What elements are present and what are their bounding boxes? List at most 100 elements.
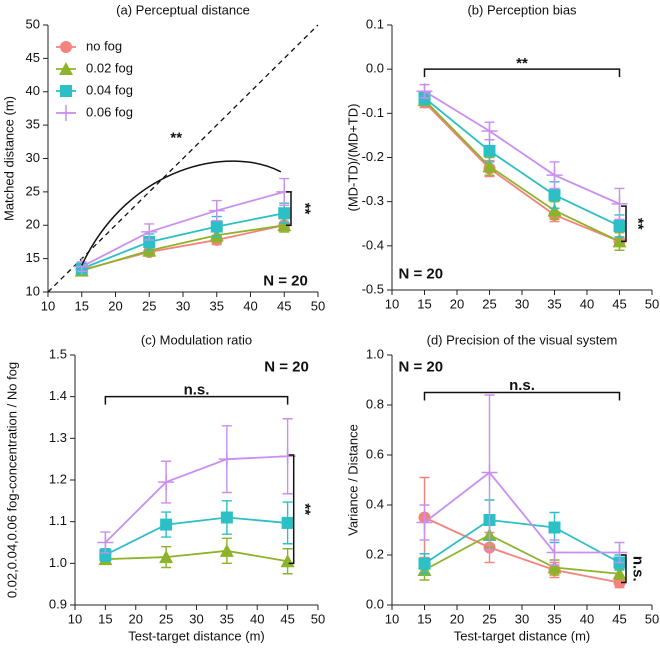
y-tick-label: 0.9 (49, 596, 67, 611)
y-tick-label: 0.8 (366, 396, 384, 411)
y-tick-label: 0.2 (366, 546, 384, 561)
x-tick-label: 40 (250, 611, 264, 626)
panel-title: (b) Perception bias (467, 2, 577, 17)
x-tick-label: 45 (277, 298, 291, 313)
marker (483, 144, 496, 157)
series-line (81, 224, 285, 271)
panel: (d) Precision of the visual system 10 15 20… (345, 332, 659, 643)
y-tick-label: 1.3 (49, 430, 67, 445)
legend-label: 0.02 fog (86, 60, 133, 75)
marker (548, 521, 561, 534)
x-tick-label: 10 (41, 298, 55, 313)
x-tick-label: 30 (515, 296, 529, 311)
legend-label: no fog (86, 38, 122, 53)
marker (481, 123, 498, 139)
series-line (105, 549, 288, 563)
y-tick-label: 1.0 (49, 555, 67, 570)
x-tick-label: 30 (176, 298, 190, 313)
series-line (81, 224, 285, 272)
marker (612, 234, 627, 248)
bracket (286, 191, 292, 226)
marker (546, 544, 563, 561)
y-tick-label: 35 (26, 117, 40, 132)
marker (143, 235, 156, 248)
marker (281, 516, 294, 529)
marker (160, 518, 173, 531)
x-tick-label: 45 (612, 296, 626, 311)
marker (546, 167, 563, 184)
y-tick-label: -0.1 (362, 105, 384, 120)
y-tick-label: 1.4 (49, 388, 67, 403)
x-tick-label: 35 (547, 611, 561, 626)
panel-title: (c) Modulation ratio (141, 332, 252, 347)
x-tick-label: 40 (580, 611, 594, 626)
marker (547, 203, 562, 217)
y-tick-label: 30 (26, 150, 40, 165)
marker (99, 549, 112, 561)
annotation: N = 20 (263, 272, 308, 289)
marker (482, 159, 497, 173)
y-tick-label: 1.2 (49, 471, 67, 486)
x-tick-label: 10 (385, 296, 399, 311)
x-tick-label: 25 (142, 298, 156, 313)
marker (481, 464, 498, 481)
y-tick-label: 0.4 (366, 496, 384, 511)
annotation: n.s. (509, 377, 535, 394)
x-tick-label: 40 (580, 296, 594, 311)
series-line (424, 516, 620, 584)
x-tick-label: 15 (75, 298, 89, 313)
x-tick-label: 45 (280, 611, 294, 626)
y-tick-label: 20 (26, 217, 40, 232)
series-line (423, 101, 620, 243)
x-tick-label: 50 (311, 298, 325, 313)
bracket (423, 68, 621, 78)
marker (219, 543, 234, 557)
marker (277, 218, 292, 232)
marker (97, 534, 114, 551)
bracket (104, 395, 289, 405)
x-tick-label: 50 (645, 611, 659, 626)
marker (59, 62, 73, 75)
y-tick-label: 0.0 (366, 61, 384, 76)
annotation-curve (81, 160, 282, 266)
x-tick-label: 15 (417, 611, 431, 626)
x-tick-label: 30 (189, 611, 203, 626)
marker (611, 544, 628, 561)
annotation: ** (297, 503, 314, 515)
series-line (424, 90, 620, 205)
series-line (81, 191, 285, 268)
y-tick-label: -0.4 (362, 237, 384, 252)
marker (218, 451, 235, 468)
bracket (621, 205, 627, 243)
series-line (104, 455, 288, 544)
x-tick-label: 50 (311, 611, 325, 626)
x-tick-label: 15 (98, 611, 112, 626)
x-tick-label: 25 (482, 296, 496, 311)
annotation: ** (630, 218, 647, 230)
x-axis-label: Test-target distance (m) (454, 628, 591, 643)
y-tick-label: 40 (26, 83, 40, 98)
series-line (81, 212, 285, 270)
legend-label: 0.04 fog (86, 82, 133, 97)
annotation: n.s. (630, 556, 647, 582)
panel-title: (d) Precision of the visual system (427, 332, 618, 347)
marker (416, 83, 433, 100)
y-tick-label: 10 (26, 283, 40, 298)
marker (613, 219, 626, 232)
y-tick-label: -0.5 (362, 281, 384, 296)
x-tick-label: 35 (220, 611, 234, 626)
marker (60, 41, 72, 53)
series-line (423, 471, 620, 554)
panel: (c) Modulation ratio 10 15 20 25 30 35 40 45 50 0.… (4, 332, 325, 643)
y-tick-label: 15 (26, 250, 40, 265)
marker (418, 557, 431, 570)
y-tick-label: -0.3 (362, 193, 384, 208)
y-tick-label: 0.6 (366, 446, 384, 461)
x-tick-label: 35 (210, 298, 224, 313)
y-tick-label: 25 (26, 183, 40, 198)
identity-line (47, 24, 319, 293)
x-tick-label: 30 (515, 611, 529, 626)
y-tick-label: -0.2 (362, 149, 384, 164)
bracket (288, 454, 295, 565)
